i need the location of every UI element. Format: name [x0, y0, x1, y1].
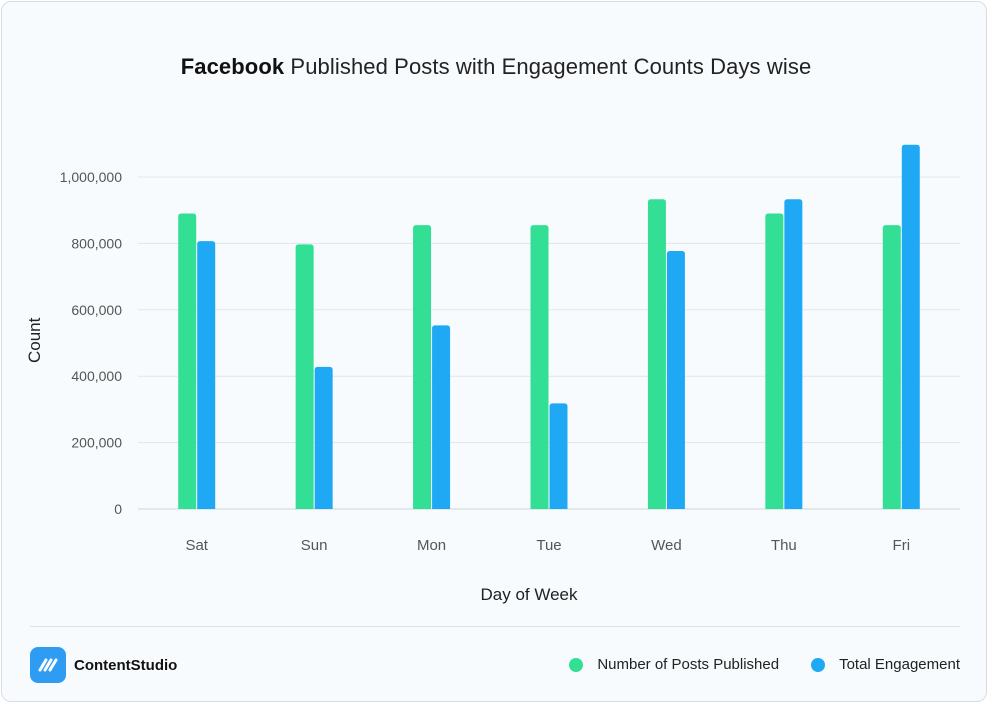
bar-posts-published [647, 199, 666, 509]
chart-legend: Number of Posts Published Total Engageme… [537, 656, 960, 673]
bar-total-engagement [901, 144, 920, 509]
x-tick-label: Thu [771, 537, 797, 554]
legend-swatch-posts [569, 657, 584, 672]
bar-total-engagement [197, 241, 216, 510]
legend-item-engagement: Total Engagement [811, 656, 960, 673]
brand-logo-group: ContentStudio [30, 647, 177, 683]
bar-posts-published [765, 213, 784, 509]
y-tick-label: 400,000 [71, 368, 122, 384]
legend-swatch-engagement [811, 657, 826, 672]
x-tick-label: Wed [651, 537, 682, 554]
y-tick-label: 1,000,000 [60, 169, 122, 185]
bar-total-engagement [666, 251, 685, 509]
footer-divider [30, 626, 960, 627]
x-tick-label: Fri [893, 537, 911, 554]
brand-name: ContentStudio [74, 656, 178, 674]
bar-total-engagement [549, 403, 568, 509]
y-tick-label: 200,000 [71, 435, 122, 451]
contentstudio-logo-icon [30, 647, 66, 683]
legend-label-posts: Number of Posts Published [597, 656, 780, 673]
legend-item-posts: Number of Posts Published [569, 656, 779, 673]
bar-posts-published [530, 225, 549, 509]
bar-posts-published [178, 213, 197, 509]
y-tick-label: 800,000 [71, 235, 122, 251]
bar-posts-published [882, 225, 901, 509]
legend-label-engagement: Total Engagement [839, 656, 960, 673]
x-axis-label: Day of Week [480, 585, 578, 604]
bar-posts-published [295, 244, 314, 509]
y-tick-label: 600,000 [71, 302, 122, 318]
bar-total-engagement [432, 325, 451, 509]
chart-title: Facebook Published Posts with Engagement… [2, 54, 990, 80]
bar-posts-published [413, 225, 432, 509]
chart-title-brand: Facebook [180, 54, 285, 79]
y-tick-label: 0 [114, 501, 122, 517]
x-tick-label: Sat [185, 537, 208, 554]
chart-title-rest: Published Posts with Engagement Counts D… [284, 54, 812, 79]
x-tick-label: Mon [417, 537, 446, 554]
bar-total-engagement [784, 199, 803, 509]
bar-total-engagement [314, 366, 333, 509]
x-tick-label: Tue [536, 537, 561, 554]
x-tick-label: Sun [301, 537, 328, 554]
